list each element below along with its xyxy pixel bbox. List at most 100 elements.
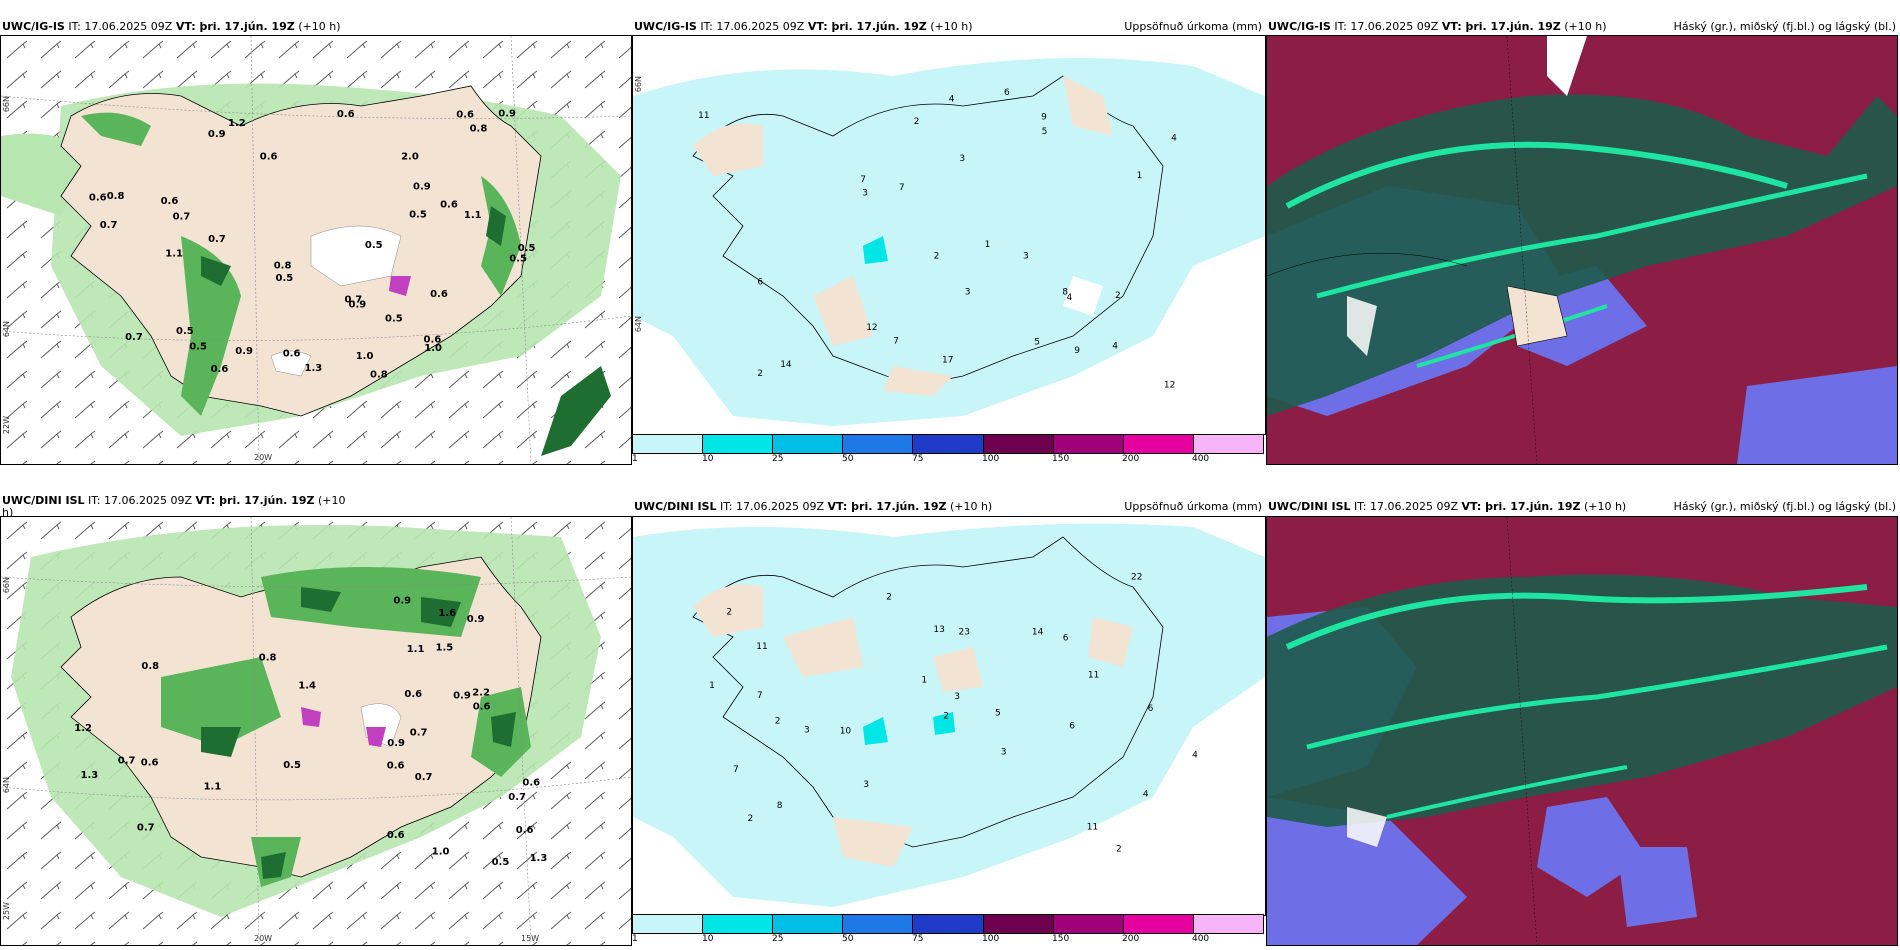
precip-colorbar [632,914,1264,934]
map-value-label: 23 [959,627,970,637]
colorbar-swatch [1053,435,1124,453]
map-value-label: 14 [780,360,792,370]
map-wind-precip: 0.80.90.50.6 0.61.00.50.70.50.50.70.60.80… [1,36,631,464]
map-panel-wind-precip-dini: 0.6 0.6 0.9 0.7 0.6 1.5 2.2 1.4 0.6 1.0 0.7 0.9 1.3 0… [0,516,632,946]
map-value-label: 0.5 [492,857,510,868]
map-value-label: 4 [1171,134,1177,144]
map-value-label: 1.3 [81,770,99,781]
colorbar-swatch [913,435,984,453]
map-value-label: 3 [959,154,965,164]
map-value-label: 0.5 [276,273,294,284]
map-value-label: 0.9 [413,182,431,193]
map-clouds [1267,36,1897,464]
precip-colorbar-labels: 1 10 25 50 75 100 150 200 400 [632,934,1262,946]
map-value-label: 0.6 [260,151,278,162]
panel-title: UWC/IG-IS IT: 17.06.2025 09Z VT: þri. 17… [1268,20,1607,33]
map-value-label: 0.9 [235,346,253,357]
lon-15-label: 15W [521,934,540,943]
colorbar-swatch [983,435,1054,453]
map-value-label: 0.9 [453,690,471,701]
panel-subtitle: Uppsöfnuð úrkoma (mm) [1124,20,1262,33]
lat-64-label: 64N [2,321,11,338]
map-value-label: 1.0 [424,343,442,354]
colorbar-swatch [1123,915,1194,933]
map-value-label: 0.5 [385,313,403,324]
map-value-label: 7 [757,691,763,701]
map-value-label: 2 [886,593,892,603]
map-value-label: 2 [757,369,763,379]
map-value-label: 10 [840,727,852,737]
panel-title-wrap: h) [2,506,14,519]
colorbar-swatch [703,435,774,453]
map-value-label: 7 [860,175,866,185]
map-value-label: 0.7 [508,792,526,803]
map-value-label: 0.6 [424,335,442,346]
map-value-label: 0.6 [141,758,159,769]
panel-subtitle: Háský (gr.), miðský (fj.bl.) og lágský (… [1673,20,1896,33]
map-value-label: 8 [1062,288,1068,298]
map-value-label: 0.7 [410,728,428,739]
colorbar-label: 1 [632,454,638,464]
colorbar-swatch [773,915,844,933]
map-value-label: 2 [943,712,949,722]
map-value-label: 4 [1192,751,1198,761]
map-value-label: 2 [726,608,732,618]
map-value-label: 1.0 [356,351,374,362]
map-value-label: 12 [866,323,877,333]
map-value-label: 0.7 [208,234,226,245]
map-value-label: 8 [777,801,783,811]
map-value-label: 11 [1088,671,1099,681]
map-value-label: 1.3 [305,363,323,374]
lat-64-label: 64N [2,777,11,794]
map-value-label: 14 [1032,628,1044,638]
map-panel-clouds-dini [1266,516,1898,946]
map-value-label: 0.8 [470,123,488,134]
lon-20-label: 20W [254,934,273,943]
map-value-label: 6 [1069,721,1075,731]
colorbar-label: 200 [1122,454,1140,464]
lon-20-label: 20W [254,453,273,462]
colorbar-label: 400 [1191,454,1210,464]
map-value-label: 0.5 [283,760,301,771]
map-panel-clouds-igis [1266,35,1898,465]
colorbar-label: 200 [1122,934,1140,944]
map-value-label: 0.5 [509,254,527,265]
colorbar-label: 400 [1191,934,1210,944]
map-value-label: 2 [775,716,781,726]
map-value-label: 1.0 [432,847,450,858]
lon-22-label: 22W [2,416,11,435]
colorbar-swatch [773,435,844,453]
map-value-label: 0.7 [345,294,363,305]
map-value-label: 4 [1143,790,1149,800]
colorbar-swatch [1053,915,1124,933]
colorbar-label: 10 [701,454,714,464]
map-value-label: 0.7 [173,212,191,223]
map-value-label: 3 [954,692,960,702]
map-value-label: 0.7 [125,332,143,343]
colorbar-label: 25 [771,454,784,464]
colorbar-swatch [913,915,984,933]
map-value-label: 13 [933,625,944,635]
colorbar-label: 150 [1052,934,1070,944]
map-value-label: 2 [1116,845,1122,855]
map-value-label: 2.0 [401,151,419,162]
map-accum-precip: 2 2 1 3 2 6 4 9 9 12 12 3 7 4 5 7 8 6 2 4 11 14 17 3 4 5 7 3 1 [633,58,1265,426]
map-value-label: 0.9 [498,109,516,120]
map-value-label: 0.6 [430,289,448,300]
map-value-label: 1.5 [436,642,454,653]
colorbar-label: 50 [842,934,854,944]
map-value-label: 1.1 [407,644,425,655]
map-value-label: 1 [921,675,927,685]
colorbar-label: 75 [911,934,924,944]
map-value-label: 11 [698,111,709,121]
map-value-label: 2 [748,814,754,824]
colorbar-label: 25 [771,934,784,944]
panel-title: UWC/DINI ISL IT: 17.06.2025 09Z VT: þri.… [2,494,346,507]
map-value-label: 0.5 [176,326,194,337]
map-value-label: 3 [863,780,869,790]
map-value-label: 0.6 [387,760,405,771]
map-value-label: 1.2 [74,723,92,734]
colorbar-swatch [843,435,914,453]
colorbar-swatch [843,915,914,933]
